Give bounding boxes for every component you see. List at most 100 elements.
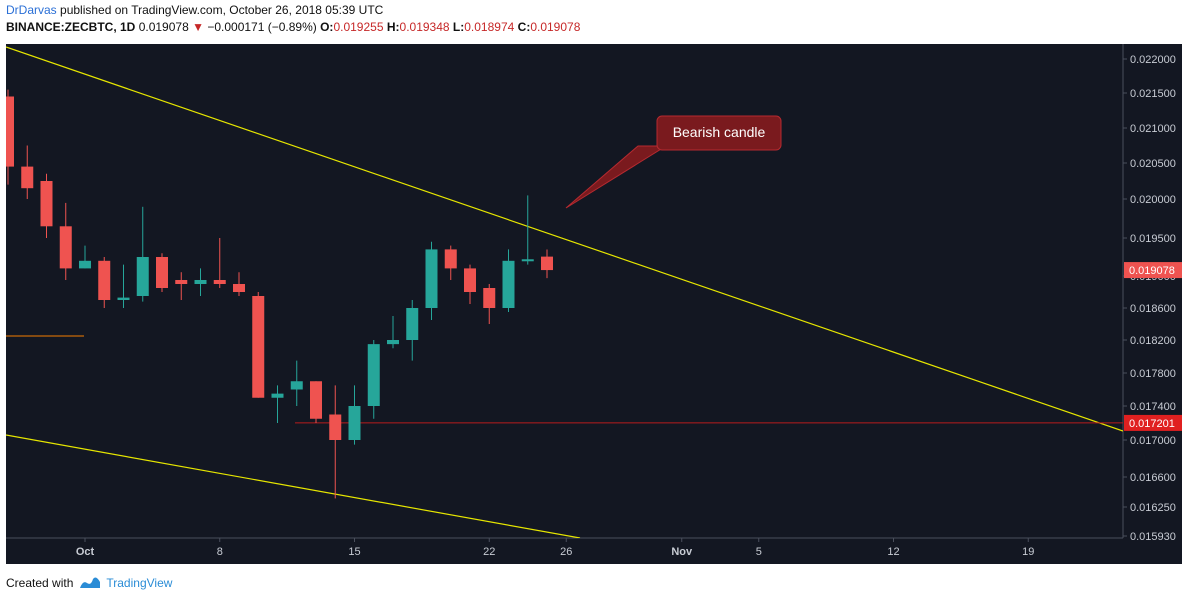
lower-trendline[interactable] [6, 434, 581, 538]
candle[interactable] [136, 206, 149, 302]
time-tick-label: 5 [756, 546, 762, 558]
candle-body [425, 249, 438, 308]
candle[interactable] [444, 245, 457, 280]
price-tick-label: 0.021000 [1130, 123, 1176, 135]
candle-body [40, 181, 53, 227]
author-link[interactable]: DrDarvas [6, 3, 57, 17]
time-tick-label: 8 [217, 546, 223, 558]
candle-body [310, 381, 322, 419]
candle[interactable] [329, 385, 342, 499]
time-tick-label: 26 [560, 546, 572, 558]
last-price-tag-bg [1124, 262, 1182, 279]
candle[interactable] [79, 245, 91, 269]
open-value: 0.019255 [333, 20, 384, 34]
candle[interactable] [387, 316, 399, 349]
candle-body [521, 259, 534, 262]
candle[interactable] [290, 360, 303, 406]
publish-line: DrDarvas published on TradingView.com, O… [6, 3, 580, 20]
candle[interactable] [541, 249, 553, 279]
candle-body [194, 280, 207, 284]
candle[interactable] [233, 272, 245, 296]
chart-area[interactable]: 0.022000 0.021500 0.021000 0.020500 0.020000… [0, 0, 1188, 570]
annotation-callout[interactable]: Bearish candle [565, 115, 782, 209]
close-value: 0.019078 [530, 20, 581, 34]
close-key: C: [517, 20, 531, 34]
candle-body [387, 340, 399, 345]
published-text: published on TradingView.com, October 26… [60, 3, 384, 17]
time-axis[interactable] [6, 538, 1182, 564]
candle-body [213, 280, 226, 284]
candle[interactable] [156, 253, 168, 292]
candle[interactable] [406, 300, 419, 361]
price-tick-label: 0.017000 [1130, 435, 1176, 447]
tradingview-logo-icon [80, 577, 101, 588]
price-axis[interactable] [1123, 44, 1182, 538]
candle[interactable] [348, 385, 361, 445]
support-price-tag-text: 0.017201 [1129, 418, 1175, 430]
last-price: 0.019078 [138, 20, 189, 34]
candle-body [483, 288, 496, 308]
footer: Created with TradingView [6, 576, 172, 590]
candle-body [175, 280, 188, 284]
candle[interactable] [252, 292, 265, 398]
candle[interactable] [425, 241, 438, 320]
candle[interactable] [464, 264, 476, 304]
high-key: H: [386, 20, 400, 34]
chart-header: DrDarvas published on TradingView.com, O… [6, 3, 580, 34]
candle[interactable] [98, 257, 111, 308]
ohlc-line: BINANCE:ZECBTC, 1D 0.019078 ▼ −0.000171 … [6, 20, 580, 34]
low-key: L: [452, 20, 465, 34]
time-tick-label: 15 [348, 546, 360, 558]
candle[interactable] [21, 145, 34, 200]
price-tick-label: 0.022000 [1130, 54, 1176, 66]
price-tick-label: 0.017800 [1130, 368, 1176, 380]
candle[interactable] [271, 385, 284, 423]
candle-body [136, 257, 149, 296]
upper-trendline[interactable] [6, 46, 1123, 432]
time-tick-label: 12 [887, 546, 899, 558]
price-tick-label: 0.016600 [1130, 472, 1176, 484]
candle-body [541, 256, 553, 271]
down-arrow-icon: ▼ [192, 20, 204, 34]
candle-body [79, 260, 91, 269]
candle-body [98, 260, 111, 300]
candle-body [233, 284, 245, 292]
candle-body [367, 344, 380, 406]
price-tick-label: 0.018600 [1130, 303, 1176, 315]
candle[interactable] [310, 381, 322, 423]
candle-body [59, 226, 72, 269]
support-price-tag: 0.017201 [1124, 414, 1182, 431]
candle-body [290, 381, 303, 390]
candle[interactable] [2, 89, 14, 185]
created-with-text: Created with [6, 576, 74, 590]
candle[interactable] [175, 272, 188, 300]
price-tick-label: 0.020500 [1130, 158, 1176, 170]
candle-body [117, 297, 130, 300]
candle[interactable] [40, 173, 53, 238]
candle-body [406, 308, 419, 340]
last-price-tag: 0.019078 [1124, 262, 1182, 279]
candle-body [464, 268, 476, 292]
price-tick-label: 0.016250 [1130, 502, 1176, 514]
candle[interactable] [117, 264, 130, 308]
candle-body [252, 296, 265, 398]
time-tick-label: 19 [1022, 546, 1034, 558]
candle[interactable] [483, 284, 496, 324]
high-value: 0.019348 [399, 20, 450, 34]
candle-body [348, 406, 361, 440]
tradingview-brand[interactable]: TradingView [79, 576, 172, 590]
candle[interactable] [194, 268, 207, 296]
time-tick-label: 22 [483, 546, 495, 558]
candle[interactable] [502, 249, 515, 312]
last-price-tag-text: 0.019078 [1129, 265, 1175, 277]
candle[interactable] [59, 202, 72, 280]
price-tick-label: 0.020000 [1130, 194, 1176, 206]
price-tick-label: 0.018200 [1130, 335, 1176, 347]
candle[interactable] [367, 340, 380, 419]
candle-body [21, 166, 34, 189]
price-tick-label: 0.021500 [1130, 88, 1176, 100]
time-tick-label: Nov [671, 546, 693, 558]
candle[interactable] [521, 195, 534, 265]
candle[interactable] [213, 238, 226, 288]
callout-text: Bearish candle [673, 124, 766, 140]
